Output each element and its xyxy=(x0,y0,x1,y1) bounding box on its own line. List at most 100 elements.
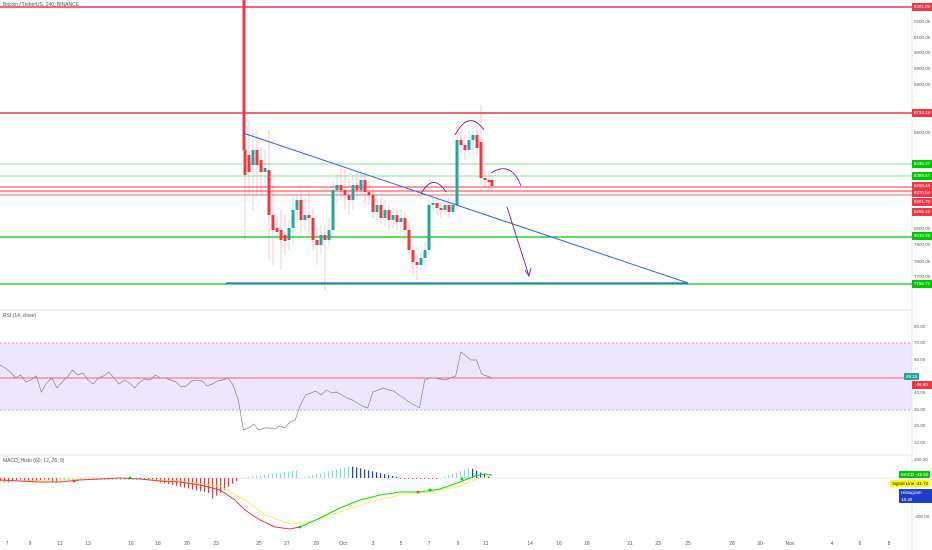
date-label: 4 xyxy=(830,541,834,547)
macd-histogram-bar xyxy=(284,472,286,478)
date-label: 8 xyxy=(887,541,891,547)
macd-histogram-bar xyxy=(320,473,322,478)
rsi-band xyxy=(0,343,912,410)
candle-body xyxy=(267,170,271,215)
candle-body xyxy=(399,218,403,222)
macd-histogram-bar xyxy=(120,478,122,480)
candle-body xyxy=(351,185,355,200)
macd-histogram-bar xyxy=(456,472,458,478)
macd-histogram-bar xyxy=(228,478,230,487)
candle-body xyxy=(415,262,419,265)
candle-body xyxy=(475,135,479,148)
candle-body xyxy=(387,210,391,220)
axis-label: 8800.00 xyxy=(914,82,931,87)
candle-body xyxy=(439,208,443,210)
axis-label: 7900.00 xyxy=(914,242,931,247)
axis-label: 8600.00 xyxy=(914,130,931,135)
date-label: 7 xyxy=(5,541,9,547)
macd-histogram-bar xyxy=(424,478,426,479)
axis-label: 200.00 xyxy=(914,457,928,462)
macd-histogram-bar xyxy=(368,470,370,478)
candle-body xyxy=(331,190,335,230)
date-label: Oct xyxy=(339,541,347,547)
date-label: 21 xyxy=(627,541,633,547)
candle-body xyxy=(283,235,287,241)
candle-body xyxy=(379,205,383,218)
price-tag: 8436.37 xyxy=(912,160,932,168)
macd-histogram-bar xyxy=(264,474,266,478)
date-label: 23 xyxy=(655,541,661,547)
arrow-head xyxy=(524,267,532,278)
macd-histogram-bar xyxy=(60,478,62,480)
candle-body xyxy=(479,142,483,178)
macd-histogram-bar xyxy=(252,476,254,478)
candle-body xyxy=(255,150,259,165)
candle-body xyxy=(463,145,467,150)
macd-signal-line xyxy=(0,475,493,525)
price-tag: 8734.18 xyxy=(912,109,932,117)
date-label: 18 xyxy=(155,541,161,547)
macd-histogram-bar xyxy=(364,469,366,478)
axis-label: 70.00 xyxy=(914,340,926,345)
rsi-line xyxy=(0,351,493,431)
macd-histogram-bar xyxy=(340,468,342,478)
descending-trendline[interactable] xyxy=(242,132,689,284)
candle-body xyxy=(259,160,263,172)
axis-label: 8900.00 xyxy=(914,66,931,71)
macd-histogram-bar xyxy=(308,476,310,478)
macd-histogram-bar xyxy=(332,470,334,478)
macd-histogram-bar xyxy=(224,478,226,490)
macd-histogram-bar xyxy=(392,476,394,478)
macd-histogram-bar xyxy=(304,477,306,478)
macd-histogram-bar xyxy=(220,478,222,493)
macd-histogram-bar xyxy=(200,478,202,492)
candle-body xyxy=(471,135,475,140)
macd-histogram-bar xyxy=(76,478,78,480)
macd-legend-item: MACD -48.92 xyxy=(899,471,931,478)
macd-histogram-bar xyxy=(372,471,374,478)
candle-body xyxy=(419,258,423,265)
candle-body xyxy=(315,240,319,245)
candle-body xyxy=(443,205,447,210)
candle-body xyxy=(242,0,246,150)
macd-histogram-bar xyxy=(348,466,350,478)
macd-histogram-bar xyxy=(204,478,206,493)
macd-histogram-bar xyxy=(24,478,26,481)
macd-histogram-bar xyxy=(16,478,18,480)
macd-histogram-bar xyxy=(396,477,398,478)
drawing-annotations[interactable] xyxy=(420,120,532,278)
macd-histogram-bar xyxy=(296,470,298,478)
date-label: 11 xyxy=(57,541,63,547)
axis-label: 9100.00 xyxy=(914,35,931,40)
macd-histogram-bar xyxy=(352,466,354,478)
candle-body xyxy=(391,215,395,220)
date-label: 16 xyxy=(128,541,134,547)
macd-histogram-bar xyxy=(360,468,362,478)
rsi-level-tag: 48.90 xyxy=(912,381,932,389)
candle-body xyxy=(435,203,439,208)
macd-histogram-bar xyxy=(216,478,218,496)
date-label: 25 xyxy=(256,541,262,547)
candle-body xyxy=(451,205,455,212)
date-label: 9 xyxy=(456,541,460,547)
date-label: 25 xyxy=(685,541,691,547)
candle-body xyxy=(275,228,279,232)
macd-cross-dot xyxy=(416,490,420,494)
macd-histogram-bar xyxy=(0,478,2,481)
date-label: 3 xyxy=(371,541,375,547)
macd-histogram-bar xyxy=(208,478,210,493)
date-label: 30 xyxy=(757,541,763,547)
macd-histogram-bar xyxy=(316,474,318,478)
price-tag: 8261.70 xyxy=(912,198,932,206)
candle-body xyxy=(355,185,359,190)
macd-histogram-bar xyxy=(12,478,14,482)
macd-histogram-bar xyxy=(272,473,274,478)
macd-histogram-bar xyxy=(328,471,330,478)
candle-body xyxy=(375,205,379,212)
macd-histogram-bar xyxy=(268,474,270,478)
macd-histogram-bar xyxy=(404,478,406,479)
macd-cross-dot xyxy=(428,488,432,492)
macd-histogram-bar xyxy=(312,475,314,478)
macd-histogram-bar xyxy=(388,475,390,478)
